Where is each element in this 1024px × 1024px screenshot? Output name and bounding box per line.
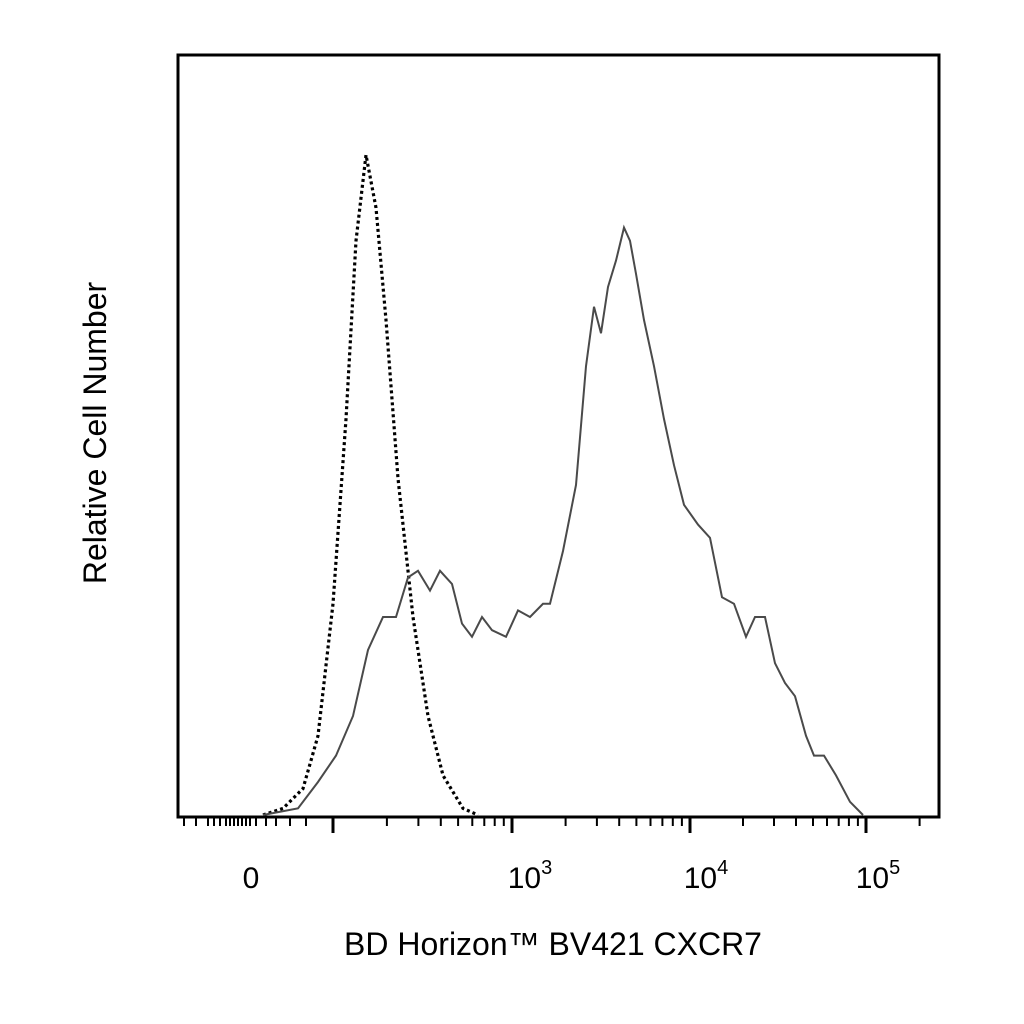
plot-frame: [176, 53, 941, 819]
series-layer: [262, 154, 864, 817]
histogram-series-solid: [262, 224, 864, 816]
x-major-ticks: [331, 817, 868, 833]
x-tick-label-0: 0: [243, 862, 260, 895]
y-axis-title: Relative Cell Number: [77, 281, 113, 584]
x-tick-label-1e3: 103: [508, 857, 553, 895]
x-tick-label-1e4: 104: [684, 857, 729, 895]
x-axis-title: BD Horizon™ BV421 CXCR7: [344, 926, 762, 962]
x-minor-ticks: [183, 817, 921, 826]
x-tick-label-1e5: 105: [856, 857, 901, 895]
